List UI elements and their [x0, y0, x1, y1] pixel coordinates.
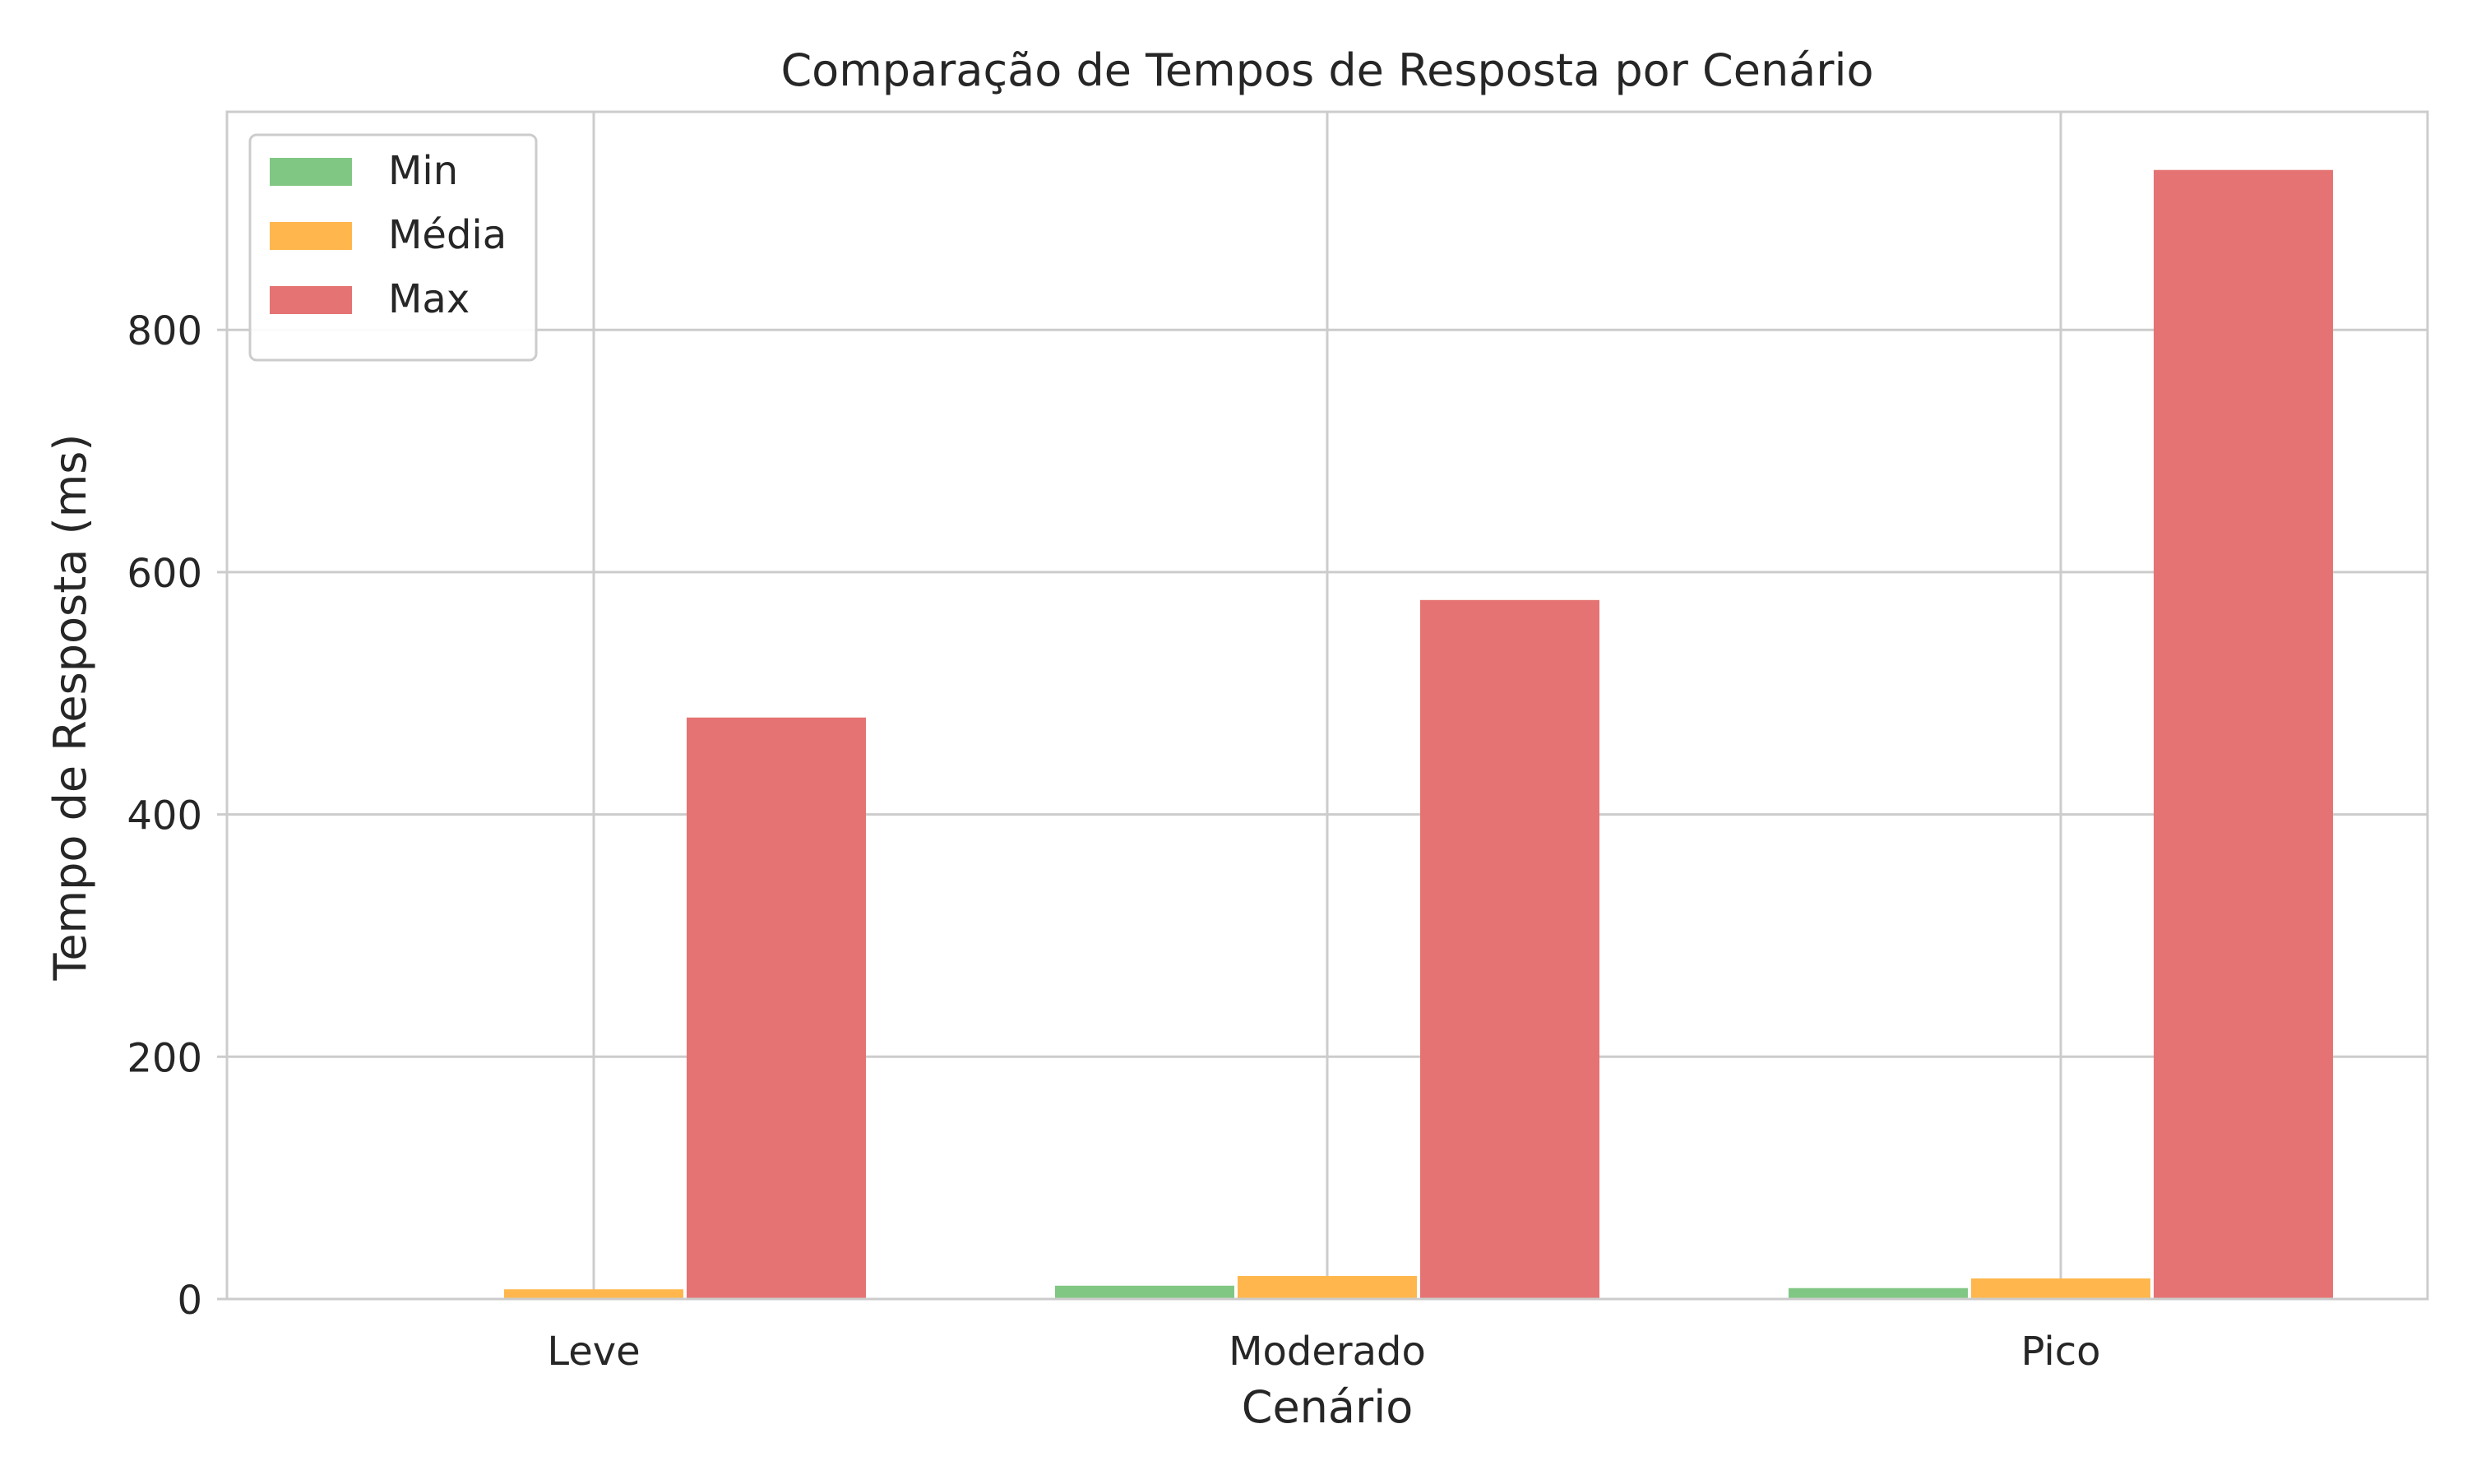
bar-max-pico	[2154, 169, 2333, 1299]
legend-label: Min	[388, 148, 458, 194]
y-tick-label: 0	[177, 1278, 202, 1324]
legend-label: Max	[388, 276, 470, 322]
x-tick-label: Moderado	[1229, 1329, 1426, 1375]
legend-swatch	[270, 286, 352, 314]
y-tick-labels: 0 200 400 600 800	[127, 308, 227, 1324]
bar-m-dia-leve	[504, 1289, 683, 1299]
legend-label: Média	[388, 212, 507, 258]
y-tick-label: 200	[127, 1035, 202, 1081]
y-tick-label: 600	[127, 551, 202, 597]
bar-max-leve	[687, 717, 866, 1299]
y-axis-label: Tempo de Resposta (ms)	[44, 434, 96, 982]
bar-m-dia-moderado	[1238, 1276, 1417, 1299]
chart-title: Comparação de Tempos de Resposta por Cen…	[780, 44, 1873, 96]
x-axis-label: Cenário	[1242, 1381, 1414, 1433]
x-tick-label: Pico	[2021, 1329, 2101, 1375]
plot-frame	[225, 110, 2429, 1301]
bar-min-moderado	[1055, 1285, 1234, 1299]
legend: Min Média Max	[248, 133, 538, 362]
y-tick-label: 800	[127, 308, 202, 354]
legend-swatch	[270, 222, 352, 250]
bars	[322, 169, 2333, 1299]
bar-min-pico	[1789, 1288, 1968, 1299]
y-tick-label: 400	[127, 793, 202, 839]
x-tick-label: Leve	[547, 1329, 640, 1375]
legend-swatch	[270, 158, 352, 186]
bar-max-moderado	[1420, 599, 1599, 1299]
x-tick-labels: Leve Moderado Pico	[547, 1329, 2100, 1375]
bar-m-dia-pico	[1971, 1278, 2150, 1299]
